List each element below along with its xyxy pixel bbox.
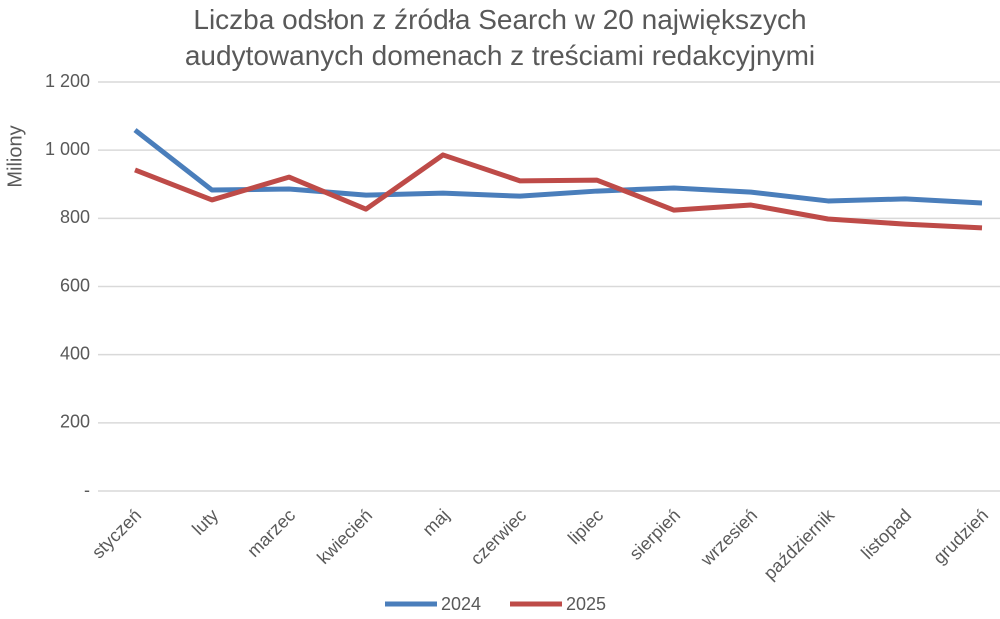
y-tick-label: - (84, 480, 90, 500)
x-tick-label: lipiec (564, 505, 607, 548)
x-tick-label: luty (188, 505, 222, 539)
y-tick-label: 1 000 (45, 139, 90, 159)
x-tick-label: styczeń (88, 505, 145, 562)
series-line (134, 152, 983, 231)
y-axis-title: Miliony (4, 125, 26, 187)
y-tick-label: 600 (60, 275, 90, 295)
x-tick-label: wrzesień (696, 505, 761, 570)
y-tick-label: 800 (60, 207, 90, 227)
x-tick-label: listopad (857, 505, 915, 563)
x-tick-label: grudzień (929, 505, 992, 568)
x-tick-label: maj (419, 505, 454, 540)
legend-label: 2024 (441, 594, 481, 614)
y-tick-label: 200 (60, 412, 90, 432)
y-tick-label: 400 (60, 343, 90, 363)
y-tick-label: 1 200 (45, 71, 90, 91)
legend-label: 2025 (566, 594, 606, 614)
x-tick-label: marzec (243, 505, 299, 561)
x-tick-label: październik (760, 504, 839, 583)
x-tick-label: kwiecień (313, 505, 376, 568)
x-tick-label: czerwiec (467, 505, 531, 569)
x-tick-label: sierpień (625, 505, 684, 564)
series-line (133, 128, 983, 206)
chart-title: Liczba odsłon z źródła Search w 20 najwi… (184, 4, 816, 71)
